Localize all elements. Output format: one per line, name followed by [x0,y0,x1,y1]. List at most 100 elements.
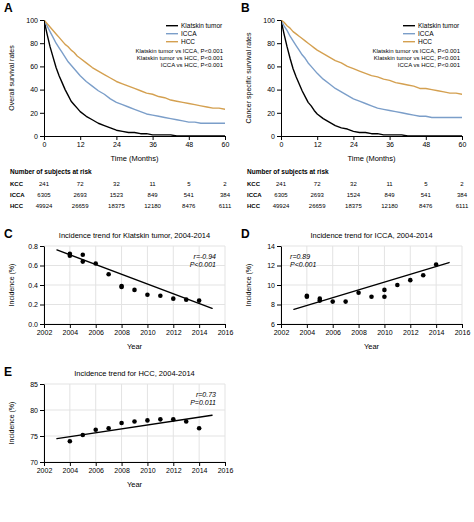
tick-mark [44,324,45,328]
axis-line [45,462,226,463]
x-axis-label: Year [127,342,143,351]
point [119,285,124,290]
annotation-line: Klatskin tumor vs ICCA, P<0.001 [372,48,460,54]
annotation-line: ICCA vs HCC, P<0.001 [398,62,461,68]
y-axis: 68101214 [267,243,281,328]
annotation: r=0.73P=0.011 [190,391,216,406]
line [44,20,225,123]
risk-count: 849 [148,192,159,198]
tick: 2002 [274,324,290,336]
grid-line [44,246,225,247]
tick: 2012 [166,324,182,336]
axis-line [282,136,463,137]
tick: 2014 [429,324,445,336]
risk-count: 18375 [345,203,362,209]
axis-line [281,247,282,325]
point [132,288,137,293]
tick: 2016 [218,462,234,474]
risk-row-label: ICCA [10,192,25,198]
axis-line [282,324,463,325]
risk-count: 26659 [72,203,89,209]
annotation-line: r=-0.94 [194,253,216,260]
grid-line [462,246,463,324]
tick: 40 [30,86,44,93]
tick-label: 40 [30,86,38,93]
tick-mark [70,324,71,328]
risk-count: 49924 [273,203,290,209]
legend-swatch [166,41,178,42]
grid-line [173,246,174,324]
grid-line [44,410,225,411]
tick: 2004 [300,324,316,336]
tick-mark [40,410,44,411]
tick: 60 [459,136,467,148]
tick-mark [333,324,334,328]
tick: 70 [30,459,44,466]
risk-count: 2693 [74,192,88,198]
tick-mark [116,136,117,140]
legend-item: HCC [403,38,432,45]
tick-mark [40,436,44,437]
x-axis: 01224364860 [280,136,467,148]
tick-mark [277,136,281,137]
panel: 01224364860020406080100Time (Months)Over… [8,17,232,209]
line [44,20,225,109]
tick: 85 [30,381,44,388]
tick-label: 100 [263,17,275,24]
tick-label: 2010 [140,329,156,336]
risk-count: 6111 [456,203,469,209]
point [395,283,400,288]
x-axis: 20022004200620082010201220142016 [274,324,471,336]
tick-label: 75 [30,433,38,440]
tick: 0 [43,136,47,148]
tick-label: 0.2 [28,301,38,308]
tick-mark [40,384,44,385]
risk-count: 5 [424,181,428,187]
tick-label: 2004 [63,329,79,336]
tick-label: 24 [350,141,358,148]
panel-label: C [4,227,13,241]
tick-label: 2008 [114,467,130,474]
tick-label: 70 [30,459,38,466]
x-axis-label: Year [127,480,143,489]
tick: 60 [30,63,44,70]
point [93,427,98,432]
annotation-line: P<0.001 [290,261,316,268]
legend-label: HCC [418,38,432,45]
legend-item: ICCA [166,30,197,37]
tick-mark [40,66,44,67]
tick: 12 [77,136,85,148]
tick: 2014 [192,462,208,474]
grid-line [225,384,226,462]
tick-mark [122,324,123,328]
y-axis-label: Overall survival rates [8,45,15,111]
risk-count: 2 [460,181,464,187]
grid-line [332,246,333,324]
tick-label: 0.4 [28,282,38,289]
tick-mark [40,246,44,247]
risk-count: 18375 [108,203,125,209]
tick-label: 2004 [300,329,316,336]
x-axis-label: Time (Months) [110,154,159,163]
tick-label: 60 [459,141,467,148]
tick-label: 80 [267,40,275,47]
tick-mark [436,324,437,328]
panel-label: E [4,365,12,379]
axis-line [45,136,226,137]
tick-mark [359,324,360,328]
tick-label: 0 [43,141,47,148]
tick-label: 20 [267,110,275,117]
tick-mark [70,462,71,466]
tick-mark [353,136,354,140]
plot-area [281,20,462,136]
tick: 2010 [140,324,156,336]
tick-mark [462,136,463,140]
tick-mark [147,462,148,466]
annotation: r=-0.94P<0.001 [190,253,216,268]
x-axis-label: Time (Months) [347,154,396,163]
tick-mark [44,462,45,466]
grid [44,246,225,324]
tick-mark [199,462,200,466]
annotation-line: Klatskin tumor vs ICCA, P<0.001 [135,48,223,54]
tick-label: 85 [30,381,38,388]
